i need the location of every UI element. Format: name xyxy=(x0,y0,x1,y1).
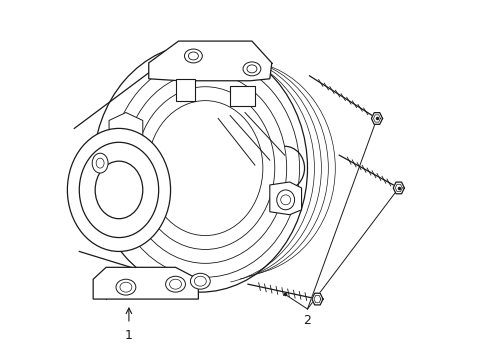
Ellipse shape xyxy=(246,65,256,73)
Polygon shape xyxy=(371,113,382,124)
Ellipse shape xyxy=(280,195,290,205)
Ellipse shape xyxy=(169,279,181,289)
Ellipse shape xyxy=(92,153,108,173)
Text: 2: 2 xyxy=(303,314,311,327)
Ellipse shape xyxy=(95,161,142,219)
Polygon shape xyxy=(148,41,271,81)
Ellipse shape xyxy=(190,273,210,289)
Ellipse shape xyxy=(184,49,202,63)
Ellipse shape xyxy=(243,62,260,76)
Ellipse shape xyxy=(116,279,136,295)
Ellipse shape xyxy=(96,158,104,168)
Polygon shape xyxy=(93,267,198,299)
Polygon shape xyxy=(109,113,142,138)
Ellipse shape xyxy=(194,276,206,286)
Ellipse shape xyxy=(123,73,286,264)
Polygon shape xyxy=(392,182,404,194)
Polygon shape xyxy=(311,293,323,305)
Ellipse shape xyxy=(79,142,158,238)
Ellipse shape xyxy=(67,129,170,251)
Ellipse shape xyxy=(165,276,185,292)
Ellipse shape xyxy=(93,44,307,292)
Ellipse shape xyxy=(276,190,294,210)
Polygon shape xyxy=(175,79,195,100)
Polygon shape xyxy=(269,182,301,215)
Ellipse shape xyxy=(136,87,274,249)
Polygon shape xyxy=(89,148,111,178)
Ellipse shape xyxy=(147,100,263,235)
Ellipse shape xyxy=(188,52,198,60)
Ellipse shape xyxy=(111,59,299,277)
Ellipse shape xyxy=(120,282,132,292)
Text: 1: 1 xyxy=(125,329,133,342)
Polygon shape xyxy=(230,86,254,105)
